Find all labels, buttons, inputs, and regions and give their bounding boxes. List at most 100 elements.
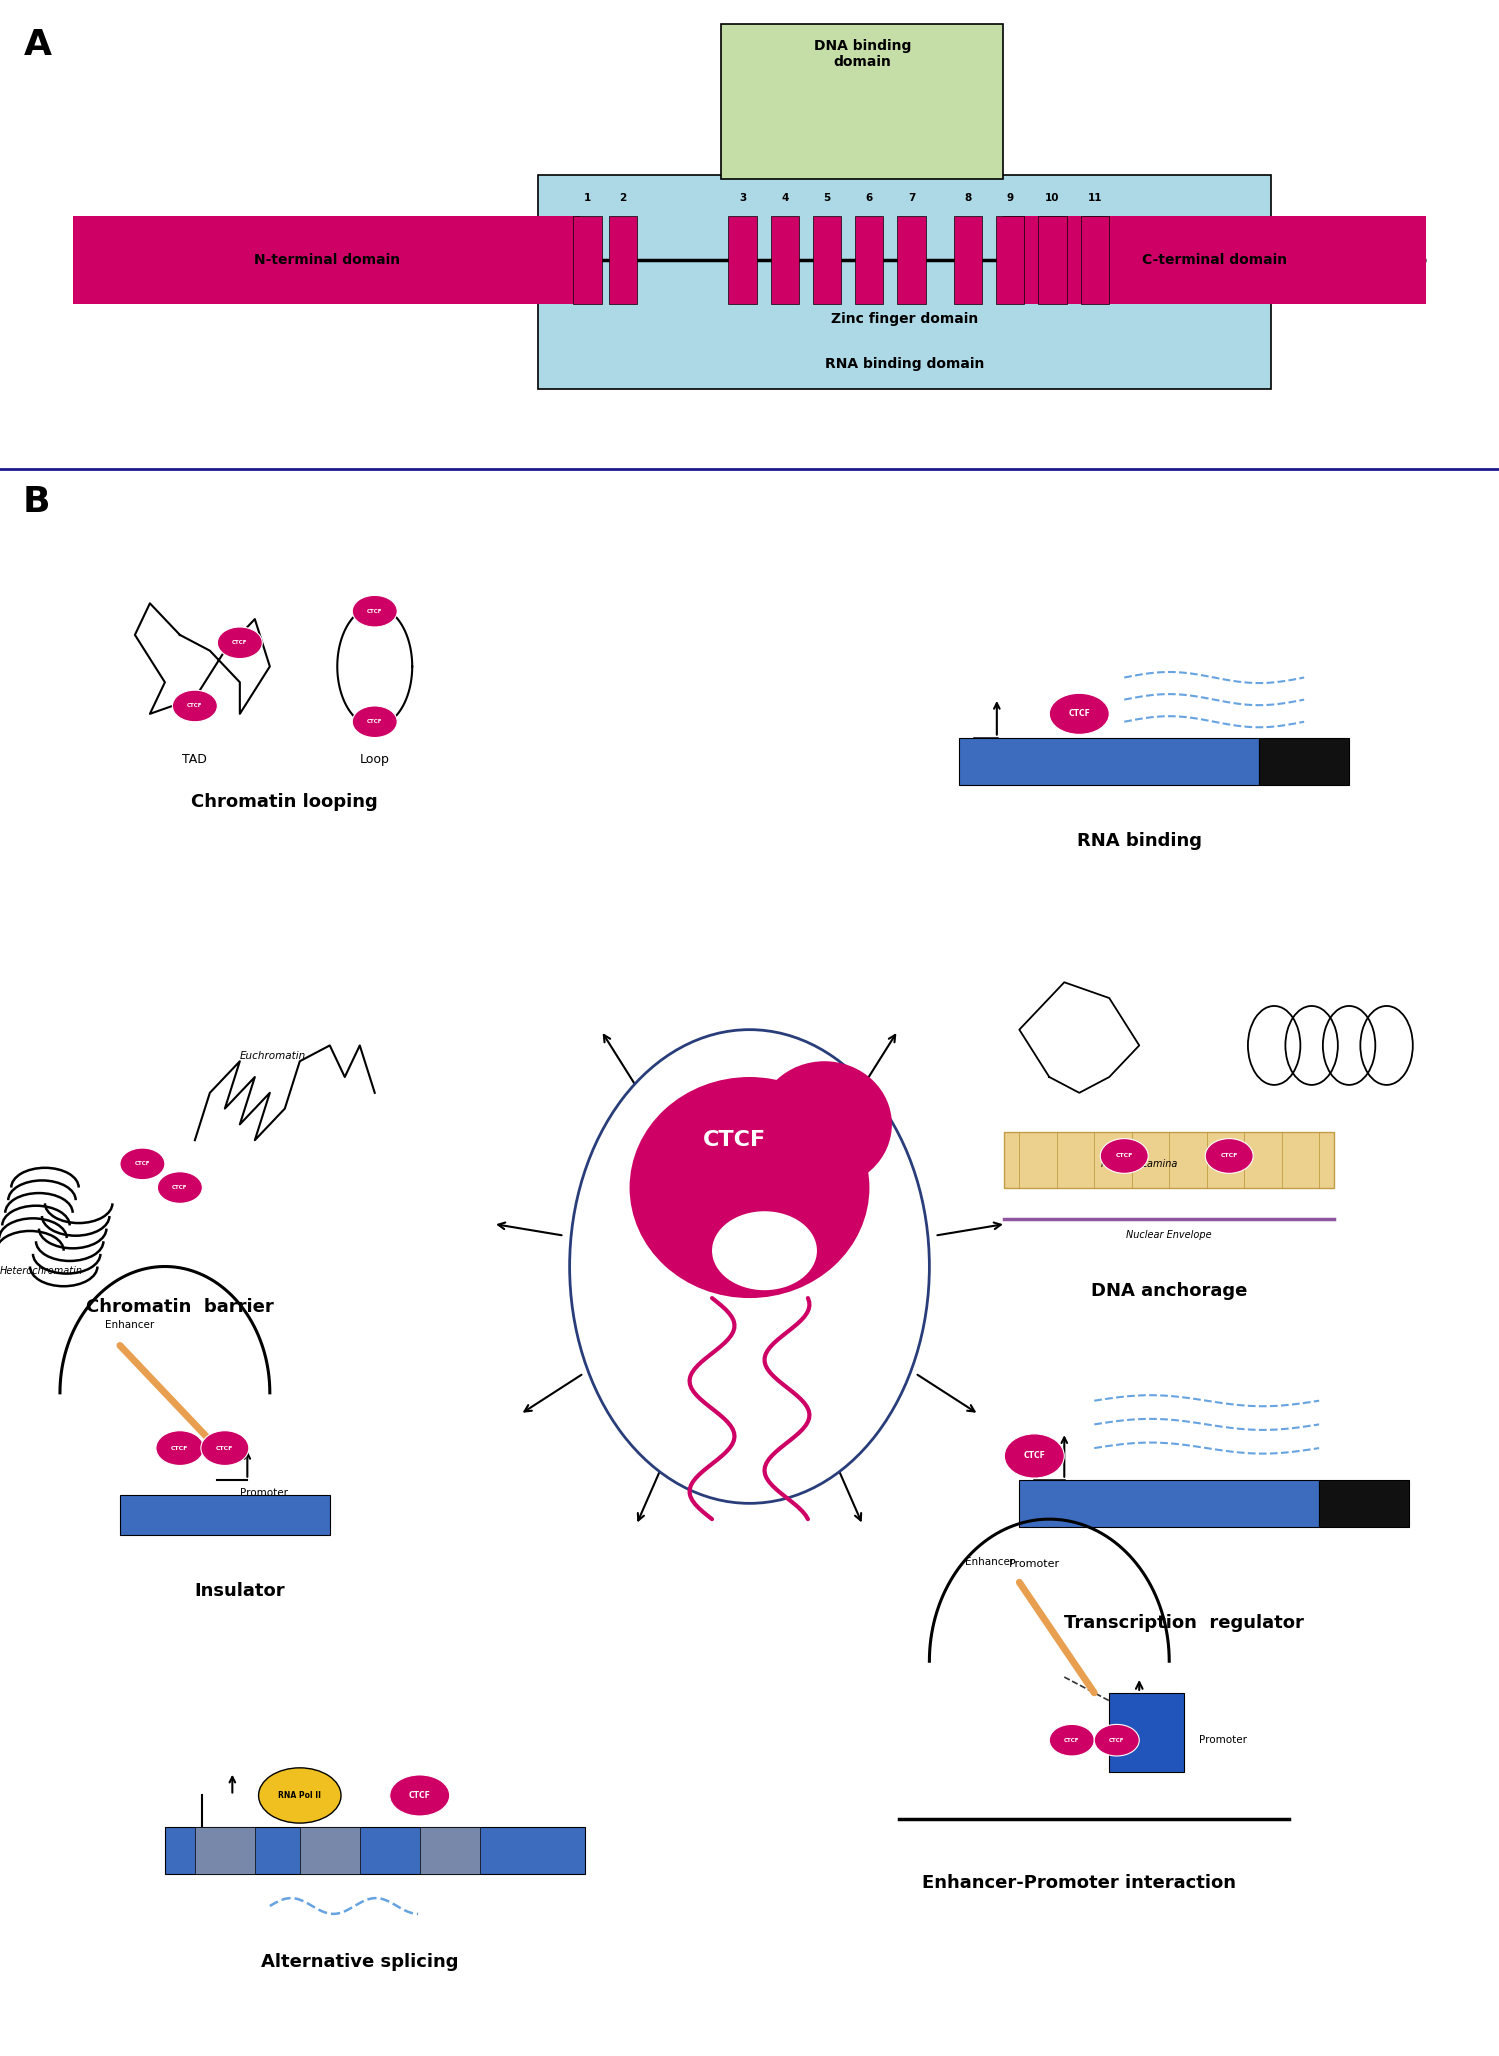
Text: CTCF: CTCF	[172, 1184, 187, 1190]
Ellipse shape	[390, 1774, 450, 1815]
Text: RNA Pol II: RNA Pol II	[279, 1791, 321, 1799]
Text: 3: 3	[739, 193, 747, 204]
Ellipse shape	[1049, 693, 1109, 734]
Ellipse shape	[1049, 1725, 1094, 1756]
Text: Nuclear Envelope: Nuclear Envelope	[1126, 1229, 1213, 1240]
Text: CTCF: CTCF	[367, 720, 382, 724]
Text: CTCF: CTCF	[703, 1131, 766, 1149]
FancyBboxPatch shape	[1259, 738, 1349, 785]
Text: N-terminal domain: N-terminal domain	[253, 253, 400, 267]
Text: TAD: TAD	[183, 752, 207, 767]
FancyBboxPatch shape	[1004, 1133, 1334, 1188]
Text: B: B	[22, 485, 49, 518]
FancyBboxPatch shape	[1319, 1480, 1409, 1528]
Text: 11: 11	[1087, 193, 1102, 204]
Text: Nuclear Lamina: Nuclear Lamina	[1102, 1160, 1177, 1170]
Text: CTCF: CTCF	[187, 703, 202, 709]
Text: CTCF: CTCF	[1069, 709, 1090, 718]
Text: Alternative splicing: Alternative splicing	[261, 1953, 459, 1972]
Text: 10: 10	[1045, 193, 1060, 204]
FancyBboxPatch shape	[1081, 216, 1109, 304]
FancyBboxPatch shape	[573, 216, 601, 304]
Ellipse shape	[630, 1077, 869, 1297]
FancyBboxPatch shape	[1109, 1692, 1184, 1772]
Text: CTCF: CTCF	[1109, 1737, 1124, 1743]
FancyBboxPatch shape	[300, 1828, 360, 1875]
Ellipse shape	[1100, 1139, 1148, 1174]
FancyBboxPatch shape	[898, 216, 925, 304]
Text: C-terminal domain: C-terminal domain	[1142, 253, 1288, 267]
Ellipse shape	[157, 1172, 202, 1203]
FancyBboxPatch shape	[729, 216, 757, 304]
Text: Insulator: Insulator	[195, 1583, 285, 1600]
Ellipse shape	[172, 691, 217, 722]
FancyBboxPatch shape	[1003, 216, 1426, 304]
Ellipse shape	[258, 1768, 342, 1824]
Text: Promoter: Promoter	[1009, 1558, 1060, 1569]
Text: Enhancer-Promoter interaction: Enhancer-Promoter interaction	[922, 1875, 1237, 1892]
Text: 7: 7	[908, 193, 916, 204]
FancyBboxPatch shape	[73, 216, 580, 304]
Text: 1: 1	[583, 193, 591, 204]
Text: Loop: Loop	[360, 752, 390, 767]
Text: RNA binding domain: RNA binding domain	[824, 356, 985, 370]
Text: Chromatin  barrier: Chromatin barrier	[85, 1297, 274, 1316]
Text: DNA anchorage: DNA anchorage	[1091, 1283, 1247, 1299]
Text: CTCF: CTCF	[1115, 1153, 1133, 1158]
Text: CTCF: CTCF	[171, 1445, 189, 1452]
FancyBboxPatch shape	[812, 216, 841, 304]
FancyBboxPatch shape	[1019, 1480, 1319, 1528]
Ellipse shape	[1094, 1725, 1139, 1756]
Ellipse shape	[1004, 1433, 1064, 1478]
Text: Promoter: Promoter	[1199, 1735, 1247, 1746]
Text: Euchromatin: Euchromatin	[240, 1051, 306, 1061]
Text: 8: 8	[964, 193, 971, 204]
Text: Enhancer: Enhancer	[965, 1556, 1013, 1567]
Text: Enhancer: Enhancer	[105, 1320, 154, 1330]
FancyBboxPatch shape	[609, 216, 637, 304]
Text: Chromatin looping: Chromatin looping	[192, 794, 378, 810]
Text: CTCF: CTCF	[232, 639, 247, 646]
Text: 2: 2	[619, 193, 627, 204]
Ellipse shape	[156, 1431, 204, 1466]
FancyBboxPatch shape	[770, 216, 799, 304]
Ellipse shape	[757, 1061, 892, 1188]
FancyBboxPatch shape	[854, 216, 883, 304]
Text: RNA binding: RNA binding	[1076, 833, 1202, 851]
FancyBboxPatch shape	[721, 25, 1003, 179]
Text: CTCF: CTCF	[216, 1445, 234, 1452]
Text: Zinc finger domain: Zinc finger domain	[830, 313, 979, 327]
FancyBboxPatch shape	[1039, 216, 1066, 304]
Ellipse shape	[1205, 1139, 1253, 1174]
Text: DNA binding
domain: DNA binding domain	[814, 39, 911, 70]
Text: A: A	[24, 29, 52, 62]
Text: CTCF: CTCF	[409, 1791, 430, 1799]
Text: CTCF: CTCF	[367, 609, 382, 613]
FancyBboxPatch shape	[120, 1495, 330, 1536]
Ellipse shape	[201, 1431, 249, 1466]
Ellipse shape	[712, 1211, 817, 1291]
FancyBboxPatch shape	[538, 175, 1271, 389]
Text: CTCF: CTCF	[1064, 1737, 1079, 1743]
Ellipse shape	[217, 627, 262, 658]
Text: Transcription  regulator: Transcription regulator	[1064, 1614, 1304, 1632]
Ellipse shape	[352, 596, 397, 627]
Text: 6: 6	[865, 193, 872, 204]
Text: 9: 9	[1007, 193, 1013, 204]
FancyBboxPatch shape	[195, 1828, 255, 1875]
Text: CTCF: CTCF	[1220, 1153, 1238, 1158]
Text: 5: 5	[823, 193, 830, 204]
Text: Heterochromatin: Heterochromatin	[0, 1266, 82, 1277]
FancyBboxPatch shape	[953, 216, 982, 304]
Ellipse shape	[120, 1147, 165, 1180]
Text: 4: 4	[781, 193, 788, 204]
Text: CTCF: CTCF	[135, 1162, 150, 1166]
FancyBboxPatch shape	[165, 1828, 585, 1875]
FancyBboxPatch shape	[420, 1828, 480, 1875]
FancyBboxPatch shape	[959, 738, 1259, 785]
Ellipse shape	[570, 1030, 929, 1503]
Text: Promoter: Promoter	[240, 1489, 288, 1497]
FancyBboxPatch shape	[995, 216, 1024, 304]
Ellipse shape	[352, 705, 397, 738]
Text: CTCF: CTCF	[1024, 1452, 1045, 1460]
